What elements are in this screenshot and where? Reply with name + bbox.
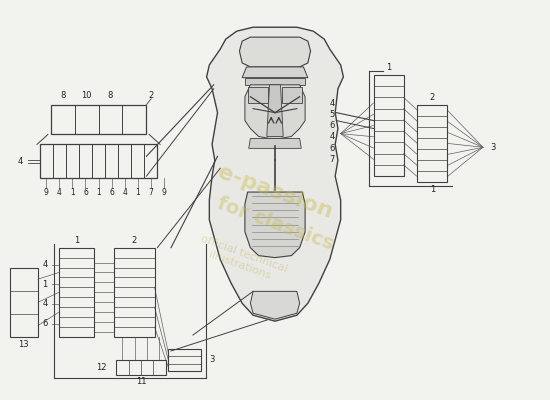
- Bar: [40, 144, 157, 178]
- Text: 12: 12: [96, 363, 106, 372]
- Text: for classics: for classics: [214, 194, 336, 254]
- Text: 6: 6: [330, 144, 335, 152]
- Text: 6: 6: [109, 188, 114, 196]
- Text: official technical
illustrations: official technical illustrations: [195, 234, 289, 285]
- Polygon shape: [245, 78, 305, 85]
- Polygon shape: [245, 192, 305, 258]
- Bar: [9, 268, 38, 337]
- Text: 1: 1: [430, 185, 435, 194]
- Text: 11: 11: [136, 378, 146, 386]
- Polygon shape: [249, 138, 301, 148]
- Text: 4: 4: [57, 188, 62, 196]
- Text: 10: 10: [81, 92, 92, 100]
- Text: 4: 4: [42, 260, 48, 269]
- Text: 8: 8: [108, 92, 113, 100]
- Text: 5: 5: [330, 110, 335, 119]
- Polygon shape: [248, 87, 268, 103]
- Bar: [417, 105, 447, 182]
- Text: 4: 4: [42, 300, 48, 308]
- Bar: [373, 75, 404, 176]
- Text: 7: 7: [148, 188, 153, 196]
- Text: 9: 9: [44, 188, 48, 196]
- Polygon shape: [242, 67, 308, 78]
- Text: 2: 2: [148, 92, 154, 100]
- Text: 1: 1: [42, 280, 48, 289]
- Bar: [59, 248, 95, 337]
- Text: 3: 3: [490, 143, 496, 152]
- Text: 1: 1: [74, 236, 79, 245]
- Bar: [168, 349, 201, 371]
- Text: e-passion: e-passion: [215, 162, 335, 222]
- Text: 6: 6: [42, 319, 48, 328]
- Text: 8: 8: [60, 92, 65, 100]
- Polygon shape: [267, 85, 283, 136]
- Polygon shape: [239, 37, 311, 67]
- Polygon shape: [282, 87, 303, 103]
- Text: 3: 3: [210, 355, 215, 364]
- Polygon shape: [250, 291, 300, 319]
- Text: 4: 4: [18, 157, 23, 166]
- Polygon shape: [207, 27, 343, 321]
- Text: 7: 7: [330, 155, 335, 164]
- Text: 1: 1: [386, 63, 391, 72]
- Bar: [116, 360, 166, 375]
- Bar: [51, 105, 146, 134]
- Text: 9: 9: [162, 188, 166, 196]
- Text: 4: 4: [330, 98, 335, 108]
- Text: 6: 6: [83, 188, 88, 196]
- Text: 1: 1: [70, 188, 75, 196]
- Text: 1: 1: [96, 188, 101, 196]
- Text: 1: 1: [135, 188, 140, 196]
- Bar: [113, 248, 155, 337]
- Text: 4: 4: [330, 132, 335, 141]
- Polygon shape: [245, 85, 305, 138]
- Text: 6: 6: [330, 121, 335, 130]
- Text: 2: 2: [430, 93, 435, 102]
- Text: 2: 2: [131, 236, 137, 245]
- Text: 13: 13: [19, 340, 29, 349]
- Text: 4: 4: [122, 188, 127, 196]
